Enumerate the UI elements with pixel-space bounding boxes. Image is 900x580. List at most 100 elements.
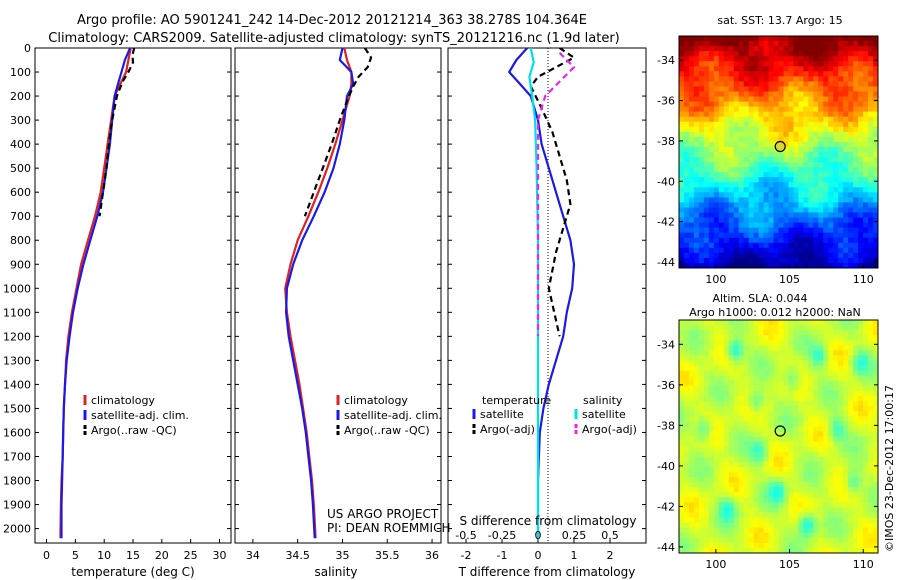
- map-cell: [828, 416, 834, 422]
- map-cell: [803, 157, 809, 163]
- map-cell: [693, 212, 700, 218]
- map-cell: [778, 355, 784, 361]
- map-cell: [683, 121, 690, 128]
- map-cell: [873, 542, 879, 549]
- map-cell: [743, 477, 750, 483]
- map-cell: [798, 81, 804, 87]
- map-cell: [753, 532, 760, 539]
- map-cell: [679, 217, 685, 224]
- map-cell: [738, 252, 745, 259]
- map-cell: [748, 360, 755, 366]
- map-cell: [773, 395, 779, 402]
- map-cell: [853, 71, 859, 77]
- salinity-axes-frame: [234, 47, 442, 544]
- map-cell: [833, 247, 839, 254]
- map-cell: [843, 497, 849, 503]
- map-cell: [773, 456, 779, 463]
- map-cell: [743, 217, 750, 224]
- map-cell: [778, 227, 784, 234]
- map-cell: [863, 141, 869, 148]
- map-cell: [803, 237, 809, 244]
- map-cell: [798, 101, 804, 108]
- map-cell: [713, 222, 720, 229]
- map-cell: [848, 522, 854, 529]
- map-cell: [688, 182, 695, 188]
- map-cell: [773, 451, 779, 458]
- map-cell: [679, 385, 685, 392]
- map-cell: [733, 385, 740, 392]
- map-cell: [698, 477, 705, 483]
- map-cell: [788, 237, 794, 244]
- map-cell: [728, 86, 735, 92]
- map-cell: [693, 162, 700, 168]
- map-cell: [823, 141, 829, 148]
- map-cell: [823, 547, 829, 554]
- map-cell: [853, 390, 859, 397]
- map-cell: [808, 385, 814, 392]
- map-cell: [798, 522, 804, 529]
- map-cell: [679, 451, 685, 458]
- map-cell: [853, 116, 859, 123]
- map-cell: [863, 355, 869, 361]
- map-cell: [818, 56, 824, 62]
- map-cell: [743, 532, 750, 539]
- map-cell: [798, 335, 804, 341]
- map-cell: [763, 471, 769, 478]
- map-cell: [823, 446, 829, 453]
- map-cell: [788, 456, 794, 463]
- map-cell: [853, 91, 859, 97]
- map-cell: [748, 96, 755, 102]
- map-cell: [743, 395, 750, 402]
- map-cell: [793, 426, 799, 432]
- map-cell: [838, 390, 844, 397]
- map-cell: [688, 395, 695, 402]
- map-cell: [773, 56, 779, 62]
- legend-entry: satellite-adj. clim.: [91, 409, 189, 422]
- map-cell: [723, 247, 730, 254]
- map-cell: [783, 212, 789, 218]
- map-cell: [863, 207, 869, 213]
- map-cell: [708, 370, 715, 377]
- map-cell: [713, 76, 720, 82]
- map-cell: [848, 81, 854, 87]
- map-cell: [848, 426, 854, 432]
- map-cell: [698, 522, 705, 529]
- map-cell: [768, 411, 774, 417]
- map-cell: [748, 81, 755, 87]
- map-cell: [828, 217, 834, 224]
- map-cell: [679, 345, 685, 351]
- map-cell: [763, 262, 769, 269]
- map-cell: [808, 320, 814, 326]
- map-cell: [813, 116, 819, 123]
- map-cell: [858, 187, 864, 193]
- map-cell: [778, 172, 784, 178]
- map-cell: [718, 421, 725, 427]
- map-cell: [828, 547, 834, 554]
- map-cell: [798, 406, 804, 412]
- map-cell: [863, 482, 869, 488]
- map-cell: [858, 426, 864, 432]
- map-cell: [683, 197, 690, 203]
- salinity-panel: 34 34.5 35 35.5 36 climatologysatellite-adj.…: [234, 47, 450, 579]
- map-cell: [868, 492, 874, 498]
- map-cell: [803, 227, 809, 234]
- map-cell: [679, 507, 685, 513]
- map-cell: [808, 242, 814, 249]
- map-cell: [743, 320, 750, 326]
- map-cell: [778, 527, 784, 534]
- map-cell: [733, 167, 740, 173]
- map-cell: [679, 202, 685, 208]
- map-cell: [858, 252, 864, 259]
- map-cell: [738, 182, 745, 188]
- map-cell: [773, 217, 779, 224]
- map-cell: [848, 441, 854, 448]
- map-cell: [828, 172, 834, 178]
- map-cell: [858, 365, 864, 372]
- map-cell: [693, 187, 700, 193]
- map-cell: [813, 512, 819, 518]
- map-cell: [743, 242, 750, 249]
- map-cell: [833, 227, 839, 234]
- map-cell: [743, 232, 750, 239]
- map-cell: [808, 390, 814, 397]
- map-cell: [818, 401, 824, 407]
